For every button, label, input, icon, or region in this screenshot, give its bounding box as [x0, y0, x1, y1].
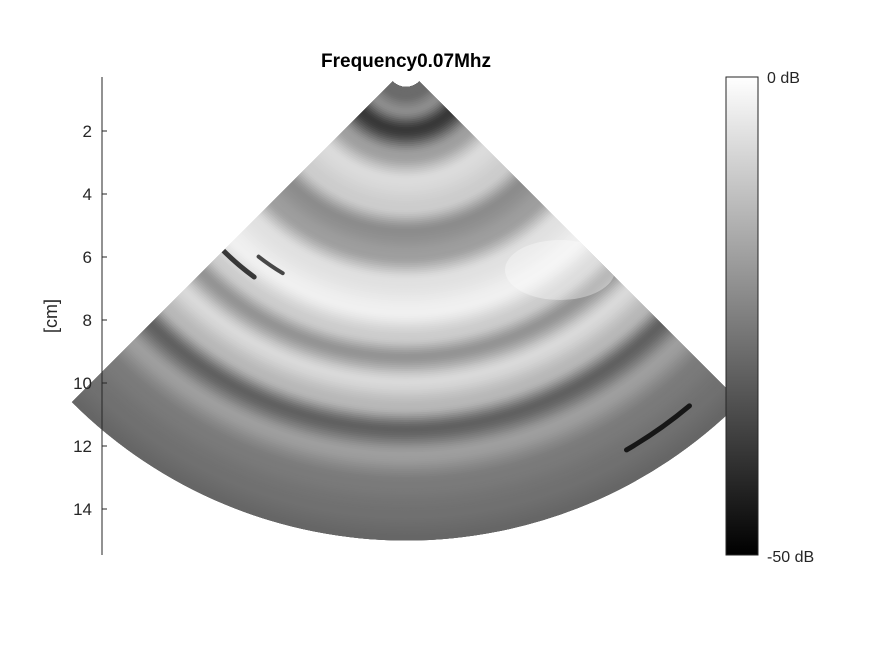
dark-streak [256, 254, 285, 276]
y-axis: 2 4 6 8 10 12 14 [73, 77, 107, 555]
dark-streak [220, 248, 257, 280]
y-tick-label: 8 [83, 311, 92, 330]
y-tick-label: 6 [83, 248, 92, 267]
chart-title: Frequency0.07Mhz [321, 51, 491, 72]
y-tick-label: 10 [73, 374, 92, 393]
dark-streak [624, 403, 692, 453]
y-tick-label: 2 [83, 122, 92, 141]
colorbar-gradient [725, 76, 759, 556]
colorbar-max-label: 0 dB [767, 70, 800, 87]
y-axis-label: [cm] [41, 299, 61, 333]
colorbar-min-label: -50 dB [767, 549, 814, 566]
y-tick-label: 4 [83, 185, 92, 204]
y-tick-label: 12 [73, 437, 92, 456]
y-tick-label: 14 [73, 500, 92, 519]
bright-patch [505, 240, 615, 300]
colorbar: 0 dB -50 dB [725, 70, 814, 566]
